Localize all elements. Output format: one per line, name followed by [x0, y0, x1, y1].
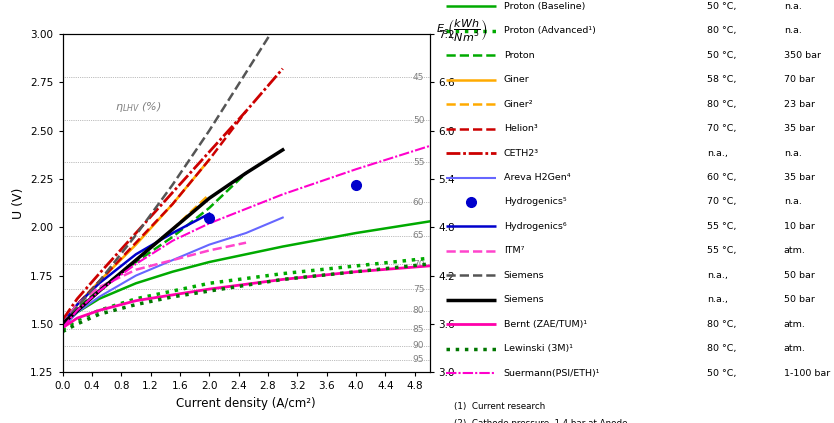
Text: 45: 45: [413, 73, 425, 82]
Text: n.a.,: n.a.,: [707, 271, 728, 280]
Text: (2)  Cathode pressure, 1.4 bar at Anode: (2) Cathode pressure, 1.4 bar at Anode: [454, 419, 627, 423]
Text: 55: 55: [413, 158, 425, 167]
Text: 80 °C,: 80 °C,: [707, 344, 736, 353]
Text: Helion³: Helion³: [504, 124, 537, 133]
Text: Siemens: Siemens: [504, 295, 545, 304]
Text: n.a.,: n.a.,: [707, 295, 728, 304]
Text: atm.: atm.: [784, 320, 806, 329]
Text: $E_s\left(\dfrac{kWh}{Nm^3}\right)$: $E_s\left(\dfrac{kWh}{Nm^3}\right)$: [436, 17, 487, 43]
Text: Lewinski (3M)¹: Lewinski (3M)¹: [504, 344, 573, 353]
Text: 55 °C,: 55 °C,: [707, 246, 736, 255]
Text: n.a.: n.a.: [784, 148, 801, 157]
Text: 10 bar: 10 bar: [784, 222, 815, 231]
Text: 55 °C,: 55 °C,: [707, 222, 736, 231]
Text: 80 °C,: 80 °C,: [707, 26, 736, 35]
Text: 70 bar: 70 bar: [784, 75, 815, 84]
Text: 35 bar: 35 bar: [784, 124, 815, 133]
Text: 50 °C,: 50 °C,: [707, 369, 736, 378]
Text: 350 bar: 350 bar: [784, 51, 821, 60]
Text: 80 °C,: 80 °C,: [707, 320, 736, 329]
Text: Proton: Proton: [504, 51, 535, 60]
Text: n.a.,: n.a.,: [707, 148, 728, 157]
Text: atm.: atm.: [784, 246, 806, 255]
Text: 50 °C,: 50 °C,: [707, 51, 736, 60]
Text: 70: 70: [413, 260, 425, 269]
Text: 50: 50: [413, 116, 425, 125]
Text: 95: 95: [413, 355, 425, 364]
Text: 80 °C,: 80 °C,: [707, 100, 736, 109]
Text: 75: 75: [413, 285, 425, 294]
Text: $\eta_{LHV}$ (%): $\eta_{LHV}$ (%): [115, 100, 162, 114]
Text: 58 °C,: 58 °C,: [707, 75, 736, 84]
Text: n.a.: n.a.: [784, 198, 801, 206]
Text: ITM⁷: ITM⁷: [504, 246, 524, 255]
Text: 70 °C,: 70 °C,: [707, 124, 736, 133]
Text: Proton (Advanced¹): Proton (Advanced¹): [504, 26, 595, 35]
Text: Giner: Giner: [504, 75, 530, 84]
Y-axis label: U (V): U (V): [12, 187, 25, 219]
Text: 35 bar: 35 bar: [784, 173, 815, 182]
Text: 23 bar: 23 bar: [784, 100, 815, 109]
Text: Areva H2Gen⁴: Areva H2Gen⁴: [504, 173, 570, 182]
Text: Giner²: Giner²: [504, 100, 534, 109]
X-axis label: Current density (A/cm²): Current density (A/cm²): [176, 397, 316, 410]
Text: CETH2³: CETH2³: [504, 148, 539, 157]
Text: 65: 65: [413, 231, 425, 240]
Text: 70 °C,: 70 °C,: [707, 198, 736, 206]
Text: 80: 80: [413, 306, 425, 315]
Text: Proton (Baseline): Proton (Baseline): [504, 2, 585, 11]
Text: Bernt (ZAE/TUM)¹: Bernt (ZAE/TUM)¹: [504, 320, 587, 329]
Text: n.a.: n.a.: [784, 26, 801, 35]
Text: Hydrogenics⁵: Hydrogenics⁵: [504, 198, 566, 206]
Text: 50 bar: 50 bar: [784, 295, 815, 304]
Text: 60 °C,: 60 °C,: [707, 173, 736, 182]
Text: 1-100 bar: 1-100 bar: [784, 369, 830, 378]
Text: 90: 90: [413, 341, 425, 350]
Text: 50 °C,: 50 °C,: [707, 2, 736, 11]
Text: Suermann(PSI/ETH)¹: Suermann(PSI/ETH)¹: [504, 369, 600, 378]
Text: 50 bar: 50 bar: [784, 271, 815, 280]
Text: (1)  Current research: (1) Current research: [454, 402, 545, 411]
Text: Hydrogenics⁶: Hydrogenics⁶: [504, 222, 566, 231]
Text: 85: 85: [413, 324, 425, 334]
Text: n.a.: n.a.: [784, 2, 801, 11]
Text: atm.: atm.: [784, 344, 806, 353]
Text: Siemens: Siemens: [504, 271, 545, 280]
Text: 60: 60: [413, 198, 425, 206]
